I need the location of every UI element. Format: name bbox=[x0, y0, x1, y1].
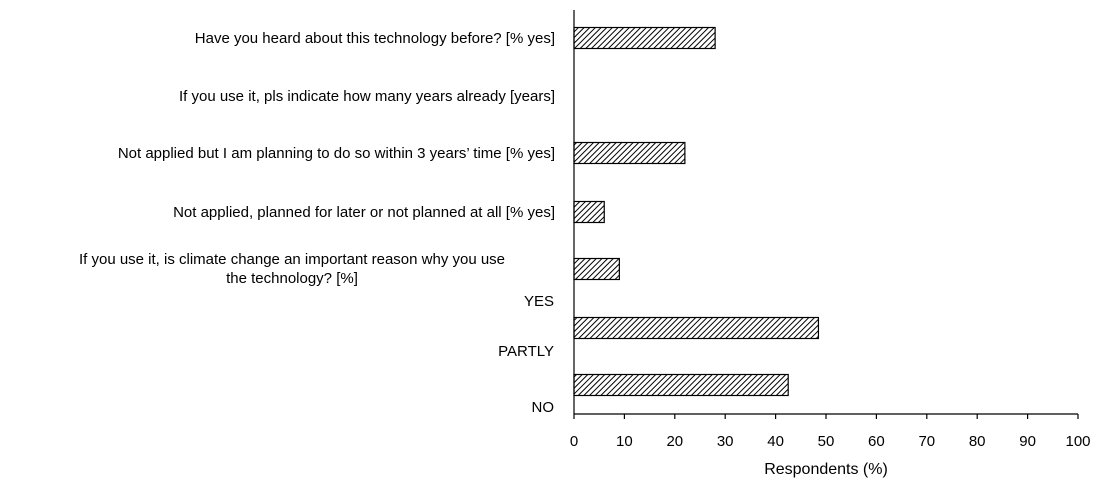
x-tick-label-90: 90 bbox=[1019, 433, 1036, 450]
bars-group bbox=[573, 26, 820, 397]
x-tick-label-80: 80 bbox=[969, 433, 986, 450]
x-tick-label-0: 0 bbox=[570, 433, 578, 450]
x-axis-ticks: 0 10 20 30 40 50 60 70 80 90 100 bbox=[570, 414, 1091, 450]
x-tick-label-100: 100 bbox=[1065, 433, 1090, 450]
bar-5 bbox=[573, 316, 820, 340]
x-tick-label-10: 10 bbox=[616, 433, 633, 450]
axes bbox=[573, 10, 1078, 415]
category-label-0: Have you heard about this technology bef… bbox=[195, 30, 555, 47]
bar-2 bbox=[573, 141, 686, 165]
bar-0 bbox=[573, 26, 716, 50]
x-axis-title: Respondents (%) bbox=[764, 461, 888, 478]
bar-6 bbox=[573, 373, 789, 397]
sub-label-no: NO bbox=[532, 399, 555, 416]
category-label-2: Not applied but I am planning to do so w… bbox=[118, 145, 555, 162]
x-tick-label-60: 60 bbox=[868, 433, 885, 450]
x-tick-label-70: 70 bbox=[918, 433, 935, 450]
category-labels: Have you heard about this technology bef… bbox=[79, 30, 555, 287]
x-tick-label-50: 50 bbox=[818, 433, 835, 450]
bar-3 bbox=[573, 200, 605, 224]
category-label-1: If you use it, pls indicate how many yea… bbox=[179, 88, 555, 105]
x-tick-label-40: 40 bbox=[767, 433, 784, 450]
category-label-4: If you use it, is climate change an impo… bbox=[79, 251, 505, 287]
bar-4 bbox=[573, 257, 620, 281]
x-tick-label-20: 20 bbox=[666, 433, 683, 450]
x-tick-label-30: 30 bbox=[717, 433, 734, 450]
sub-label-partly: PARTLY bbox=[498, 343, 554, 360]
sub-label-yes: YES bbox=[524, 293, 554, 310]
category-label-3: Not applied, planned for later or not pl… bbox=[173, 204, 555, 221]
sub-labels: YES PARTLY NO bbox=[498, 293, 554, 416]
